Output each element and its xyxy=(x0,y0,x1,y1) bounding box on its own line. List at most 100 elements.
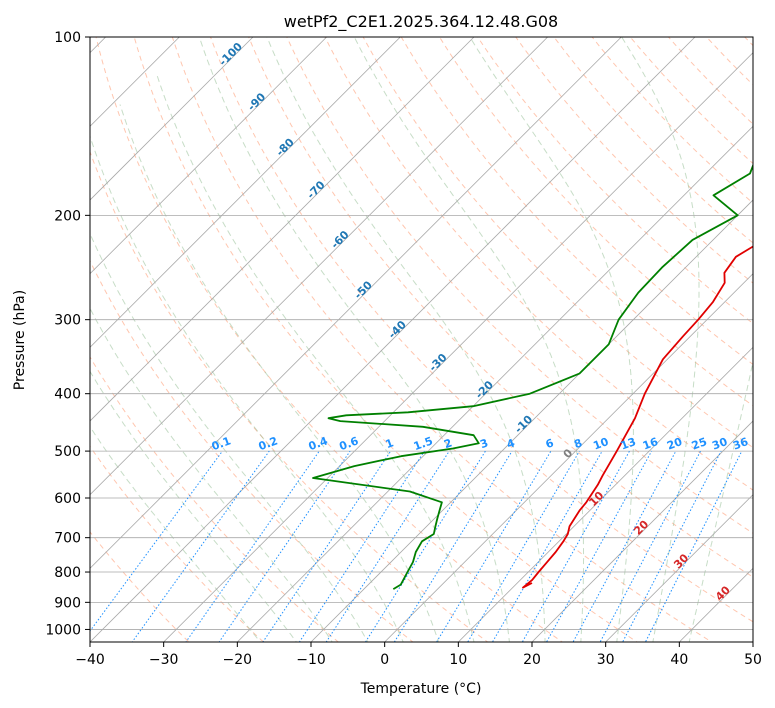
isotherm-line xyxy=(384,273,753,642)
y-tick-label: 600 xyxy=(54,491,81,507)
y-tick-label: 1000 xyxy=(45,622,81,638)
x-tick-label: 30 xyxy=(597,652,615,668)
y-tick-label: 900 xyxy=(54,595,81,611)
mixing-ratio-line xyxy=(393,450,513,642)
y-tick-label: 100 xyxy=(54,30,81,46)
mixing-ratio-line xyxy=(185,450,320,642)
dry-adiabat-line xyxy=(362,37,753,449)
isotherm-label: -60 xyxy=(328,228,351,251)
moist-adiabat-line xyxy=(198,37,510,642)
dewpoint-profile-line xyxy=(312,163,753,590)
y-tick-label: 800 xyxy=(54,565,81,581)
x-tick-label: 20 xyxy=(523,652,541,668)
dry-adiabat-line xyxy=(438,37,753,366)
isotherm-line xyxy=(163,52,753,642)
dry-adiabat-line xyxy=(209,37,753,623)
moist-adiabat-line xyxy=(621,37,700,642)
dry-adiabat-line xyxy=(705,37,753,86)
mixing-ratio-label: 16 xyxy=(641,435,660,453)
dry-adiabat-line xyxy=(171,37,713,642)
background-lines xyxy=(90,37,753,642)
mixing-ratio-label: 6 xyxy=(544,436,556,451)
isotherm-label: 30 xyxy=(671,551,691,571)
isotherm-line xyxy=(90,37,401,348)
moist-adiabat-line xyxy=(469,37,634,642)
isotherm-label: -10 xyxy=(512,412,535,435)
y-tick-label: 400 xyxy=(54,387,81,403)
moist-adiabat-line xyxy=(90,425,261,642)
mixing-ratio-line xyxy=(436,450,552,642)
dry-adiabat-line xyxy=(248,37,753,578)
mixing-ratio-line xyxy=(218,450,351,642)
dry-adiabat-line xyxy=(90,445,265,642)
plot-frame xyxy=(89,36,754,643)
x-axis-label: Temperature (°C) xyxy=(360,681,482,697)
dry-adiabat-line xyxy=(90,531,190,642)
isotherm-line xyxy=(531,420,753,642)
mixing-ratio-label: 2 xyxy=(442,436,454,451)
dry-adiabat-line xyxy=(629,37,753,165)
moist-adiabat-line xyxy=(119,104,440,642)
isotherm-line xyxy=(752,641,753,642)
mixing-ratio-line xyxy=(364,450,486,642)
isotherm-label: -40 xyxy=(386,318,409,341)
isotherm-line xyxy=(310,199,753,642)
isotherm-line xyxy=(458,346,753,642)
moist-adiabat-line xyxy=(90,370,298,642)
x-tick-label: 40 xyxy=(670,652,688,668)
dry-adiabat-line xyxy=(515,37,753,284)
isotherm-line xyxy=(90,37,548,496)
temperature-profile-line xyxy=(522,245,753,589)
dry-adiabat-line xyxy=(553,37,753,244)
x-tick-label: 10 xyxy=(449,652,467,668)
x-tick-label: −20 xyxy=(223,652,253,668)
mixing-ratio-label: 30 xyxy=(710,435,729,453)
mixing-ratio-label: 8 xyxy=(572,436,584,451)
dry-adiabat-line xyxy=(400,37,753,407)
isotherm-line xyxy=(90,37,327,275)
moist-adiabat-line xyxy=(688,359,753,642)
isotherm-label: -70 xyxy=(304,178,327,201)
isotherm-label: -50 xyxy=(352,278,375,301)
mixing-ratio-label: 36 xyxy=(731,435,750,453)
isotherm-line xyxy=(90,37,696,642)
dry-adiabat-line xyxy=(477,37,753,325)
y-axis-label: Pressure (hPa) xyxy=(12,290,28,390)
isotherm-label: 10 xyxy=(586,489,606,509)
dry-adiabat-line xyxy=(133,37,638,642)
y-tick-label: 300 xyxy=(54,313,81,329)
moist-adiabat-line xyxy=(353,37,585,642)
y-tick-label: 500 xyxy=(54,444,81,460)
isotherm-label: -20 xyxy=(473,378,496,401)
chart-title: wetPf2_C2E1.2025.364.12.48.G08 xyxy=(284,12,558,32)
dry-adiabat-line xyxy=(286,37,753,534)
isotherm-line xyxy=(90,37,475,422)
mixing-ratio-line xyxy=(622,450,722,642)
isotherm-label: -100 xyxy=(216,40,245,69)
mixing-ratio-line xyxy=(644,450,743,642)
dry-adiabat-line xyxy=(90,259,414,642)
mixing-ratio-line xyxy=(131,450,270,642)
x-tick-label: 50 xyxy=(744,652,762,668)
isotherm-label: -80 xyxy=(274,135,297,158)
moist-adiabat-line xyxy=(90,134,404,642)
mixing-ratio-line xyxy=(262,450,392,642)
moist-adiabat-line xyxy=(90,232,369,642)
mixing-ratio-label: 1.5 xyxy=(412,434,435,453)
mixing-ratio-line xyxy=(521,450,630,642)
dry-adiabat-line xyxy=(90,356,339,642)
isotherm-label: 20 xyxy=(631,517,651,537)
mixing-ratio-label: 25 xyxy=(690,435,709,452)
x-tick-label: −40 xyxy=(75,652,105,668)
profile-series xyxy=(312,163,753,590)
isotherm-line xyxy=(237,125,753,642)
moist-adiabat-line xyxy=(90,307,333,642)
mixing-ratio-label: 10 xyxy=(591,435,610,453)
isotherm-label: -90 xyxy=(245,90,268,113)
mixing-ratio-label: 0.1 xyxy=(210,434,233,453)
axis-ticks: −40 −30 −20 −10 0 10 20 30 40 5010020030040050060… xyxy=(45,30,762,668)
dry-adiabat-line xyxy=(95,37,564,642)
x-tick-label: 0 xyxy=(380,652,389,668)
mixing-ratio-label: 0.2 xyxy=(257,434,280,453)
isotherm-line xyxy=(90,37,622,569)
